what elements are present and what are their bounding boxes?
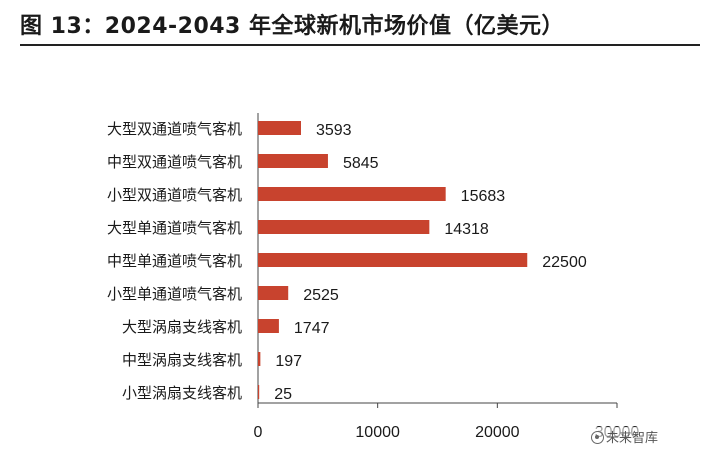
category-label: 大型单通道喷气客机 (107, 219, 242, 237)
watermark-text: 未来智库 (606, 431, 659, 446)
x-tick-label: 0 (254, 424, 263, 441)
chart-title: 图 13：2024-2043 年全球新机市场价值（亿美元） (20, 14, 565, 39)
category-label: 中型双通道喷气客机 (107, 153, 242, 171)
category-label: 小型双通道喷气客机 (107, 186, 242, 204)
data-label: 15683 (461, 188, 506, 205)
data-label: 5845 (343, 155, 379, 172)
x-tick-label: 20000 (475, 424, 520, 441)
data-label: 3593 (316, 122, 352, 139)
watermark-logo-icon (591, 431, 604, 444)
bar (258, 187, 446, 201)
category-label: 中型单通道喷气客机 (107, 252, 242, 270)
data-label: 22500 (542, 254, 587, 271)
category-label: 小型单通道喷气客机 (107, 285, 242, 303)
data-label: 14318 (444, 221, 489, 238)
data-label: 2525 (303, 287, 339, 304)
category-label: 大型涡扇支线客机 (122, 318, 242, 336)
category-label: 小型涡扇支线客机 (122, 384, 242, 402)
category-label: 中型涡扇支线客机 (122, 351, 242, 369)
watermark: 未来智库 (589, 427, 661, 446)
bar (258, 385, 260, 399)
bar (258, 154, 328, 168)
bar (258, 319, 279, 333)
data-label: 1747 (294, 320, 330, 337)
data-label: 25 (274, 386, 292, 403)
bar (258, 121, 301, 135)
x-tick-label: 10000 (355, 424, 400, 441)
bar (258, 286, 289, 300)
title-divider (20, 44, 700, 46)
bar (258, 220, 430, 234)
bar (258, 352, 261, 366)
category-label: 大型双通道喷气客机 (107, 120, 242, 138)
bar (258, 253, 528, 267)
data-label: 197 (275, 353, 302, 370)
